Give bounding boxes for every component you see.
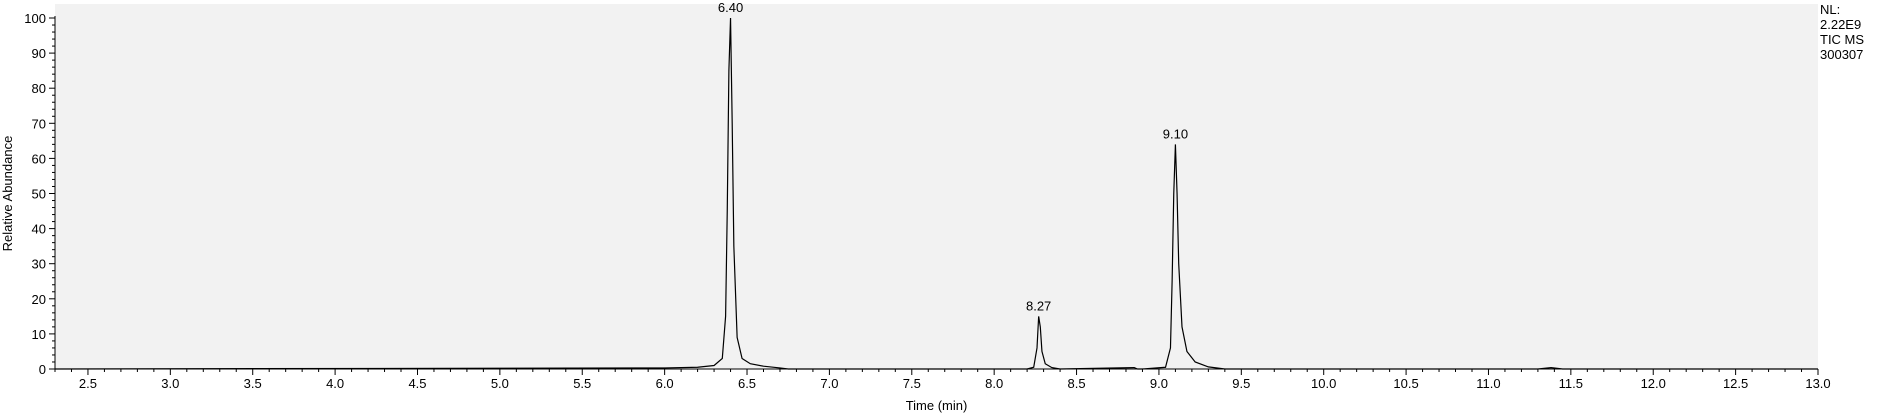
y-tick-label: 90 — [32, 46, 46, 61]
x-tick-label: 5.0 — [491, 376, 509, 391]
x-tick-label: 8.0 — [985, 376, 1003, 391]
peak-label: 9.10 — [1163, 126, 1188, 141]
peak-label: 6.40 — [718, 0, 743, 15]
x-tick-label: 11.5 — [1559, 376, 1583, 391]
y-tick-label: 30 — [32, 257, 46, 272]
x-tick-label: 5.5 — [573, 376, 591, 391]
x-tick-label: 12.0 — [1641, 376, 1666, 391]
tic-trace-line — [54, 17, 1818, 370]
x-tick-label: 4.5 — [408, 376, 426, 391]
x-tick-label: 7.0 — [820, 376, 838, 391]
peak-label: 8.27 — [1026, 298, 1051, 313]
y-tick-label: 80 — [32, 81, 46, 96]
peak-labels: 6.40 8.27 9.10 — [718, 0, 1188, 313]
y-tick-label: 50 — [32, 187, 46, 202]
info-line-nl: NL: — [1820, 2, 1841, 17]
y-tick-label: 40 — [32, 222, 46, 237]
x-tick-label: 12.5 — [1723, 376, 1748, 391]
x-tick-label: 3.5 — [244, 376, 262, 391]
y-tick-label: 20 — [32, 292, 46, 307]
x-tick-label: 13.0 — [1805, 376, 1830, 391]
x-tick-label: 9.0 — [1150, 376, 1168, 391]
x-tick-label: 7.5 — [903, 376, 921, 391]
x-tick-label: 4.0 — [326, 376, 344, 391]
y-axis-title: Relative Abundance — [0, 136, 15, 252]
y-tick-label: 0 — [39, 362, 46, 377]
x-tick-label: 8.5 — [1068, 376, 1086, 391]
x-tick-labels: 2.5 3.0 3.5 4.0 4.5 5.0 5.5 6.0 6.5 7.0 7.5 8.0 8.5 9… — [79, 376, 1831, 391]
x-tick-label: 3.0 — [161, 376, 179, 391]
x-tick-label: 11.0 — [1476, 376, 1500, 391]
y-tick-labels: 0 10 20 30 40 50 60 70 80 90 100 — [24, 11, 46, 377]
x-tick-label: 10.0 — [1311, 376, 1336, 391]
y-tick-label: 100 — [24, 11, 46, 26]
y-tick-label: 60 — [32, 151, 46, 166]
y-tick-label: 70 — [32, 116, 46, 131]
info-line-scan-type: TIC MS — [1820, 32, 1865, 47]
y-tick-label: 10 — [32, 327, 46, 342]
scan-info-box: NL: 2.22E9 TIC MS 300307 — [1820, 2, 1882, 62]
x-tick-label: 10.5 — [1393, 376, 1418, 391]
x-tick-label: 2.5 — [79, 376, 97, 391]
info-line-value: 2.22E9 — [1820, 17, 1862, 32]
x-tick-label: 9.5 — [1232, 376, 1250, 391]
x-axis-title: Time (min) — [906, 398, 968, 413]
x-tick-label: 6.5 — [738, 376, 756, 391]
info-line-file: 300307 — [1820, 47, 1864, 62]
plot-area — [55, 4, 1818, 369]
x-tick-label: 6.0 — [656, 376, 674, 391]
